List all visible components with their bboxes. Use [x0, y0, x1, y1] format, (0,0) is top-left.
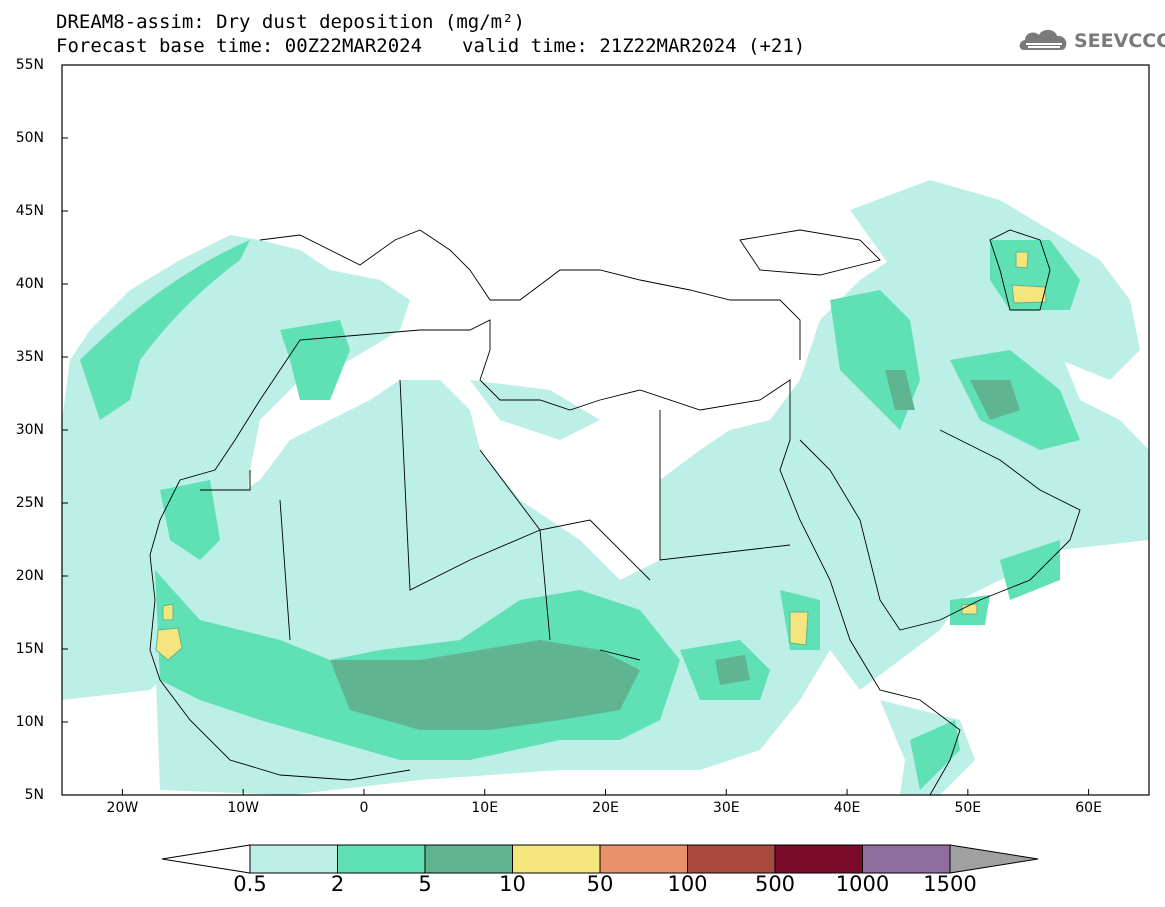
- lat-label: 40N: [15, 276, 44, 292]
- lat-label: 45N: [15, 203, 44, 219]
- coastline-north-africa: [149, 319, 961, 795]
- dust-hotspot-senegal: [155, 627, 183, 661]
- lon-label: 20W: [106, 800, 139, 816]
- colorbar-segment: [774, 844, 863, 874]
- colorbar-segment: [337, 844, 426, 874]
- forecast-base-time: Forecast base time: 00Z22MAR2024: [56, 35, 423, 57]
- colorbar-label: 50: [586, 872, 614, 896]
- coastline-arabia: [799, 429, 1081, 631]
- colorbar-label: 1500: [923, 872, 977, 896]
- dust-hotspot-caspian-south: [1011, 284, 1047, 304]
- colorbar-label: 1000: [835, 872, 890, 896]
- colorbar-segment: [249, 844, 338, 874]
- dust-core-sahel: [330, 640, 640, 730]
- logo-text: SEEVCCC: [1074, 30, 1165, 52]
- lat-label: 25N: [15, 495, 44, 511]
- map-subtitle: Forecast base time: 00Z22MAR2024 valid ti…: [56, 36, 805, 56]
- lon-label: 10E: [471, 800, 499, 816]
- colorbar-segment: [424, 844, 513, 874]
- lon-label: 30E: [712, 800, 740, 816]
- colorbar-label: 5: [418, 872, 432, 896]
- dust-hotspot-senegal-north: [162, 603, 174, 621]
- dust-core-iraq: [885, 370, 915, 410]
- borders-africa: [200, 379, 791, 661]
- map-title: DREAM8-assim: Dry dust deposition (mg/m²…: [56, 11, 525, 33]
- colorbar-label: 100: [667, 872, 708, 896]
- dust-core-iran: [970, 380, 1020, 420]
- lat-label: 30N: [15, 422, 44, 438]
- dust-band-mauritania: [160, 480, 220, 560]
- lat-label: 20N: [15, 568, 44, 584]
- seevccc-logo: SEEVCCC: [1016, 24, 1165, 58]
- lon-label: 60E: [1075, 800, 1102, 816]
- colorbar-label: 2: [330, 872, 345, 896]
- dust-band-morocco: [280, 320, 350, 400]
- colorbar-label: 500: [754, 872, 796, 896]
- lat-label: 5N: [24, 787, 44, 803]
- colorbar-segment: [862, 844, 951, 874]
- lat-label: 55N: [15, 57, 44, 73]
- lat-label: 15N: [15, 641, 44, 657]
- colorbar-label: 10: [499, 872, 526, 896]
- coastline-black-sea: [739, 229, 881, 276]
- valid-time: valid time: 21Z22MAR2024 (+21): [462, 35, 806, 57]
- lat-label: 35N: [15, 349, 44, 365]
- colorbar-segment: [512, 844, 601, 874]
- coastline-europe: [259, 229, 801, 360]
- lon-label: 50E: [954, 800, 982, 816]
- lon-label: 20E: [592, 800, 619, 816]
- dust-field-libya: [470, 380, 600, 440]
- lon-label: 40E: [833, 800, 861, 816]
- coastline-caspian: [989, 229, 1051, 311]
- cloud-logo-icon: [1019, 29, 1067, 50]
- lon-label: 0: [359, 800, 369, 816]
- colorbar-segment: [599, 844, 688, 874]
- colorbar-segment: [687, 844, 776, 874]
- dust-band-arabia: [1000, 540, 1060, 600]
- lat-label: 10N: [15, 714, 44, 730]
- colorbar-under: [161, 844, 251, 874]
- lat-label: 50N: [15, 130, 44, 146]
- lon-label: 10W: [227, 800, 259, 816]
- colorbar: [161, 844, 1039, 874]
- colorbar-over: [949, 844, 1039, 874]
- dust-band-somalia: [910, 720, 960, 790]
- colorbar-label: 0.5: [233, 872, 267, 896]
- dust-core-sudan: [715, 655, 750, 685]
- coastline-west-africa: [149, 554, 411, 781]
- dust-band-atlantic: [80, 240, 250, 420]
- dust-hotspot-ethiopia: [789, 611, 809, 646]
- dust-hotspot-caspian-north: [1015, 251, 1029, 269]
